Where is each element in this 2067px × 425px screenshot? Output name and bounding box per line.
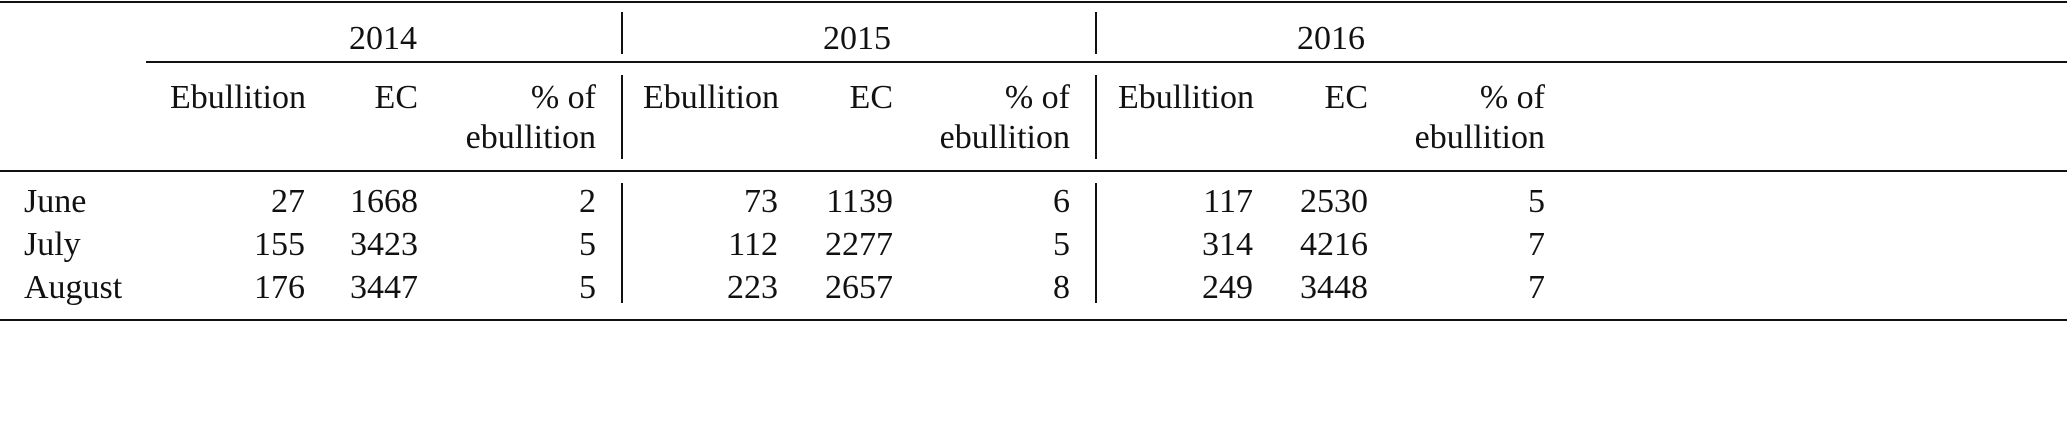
year-underline [146,61,2067,63]
ebullition-value: 155 [254,226,305,263]
pct-value: 5 [579,269,596,306]
header-ebullition: Ebullition [1118,79,1254,116]
ebullition-value: 223 [727,269,778,306]
year-header: 2015 [823,20,891,57]
header-ec: EC [374,79,418,116]
header-pct-of: % of [530,79,596,116]
header-pct-of: % of [1479,79,1545,116]
column-divider [621,183,623,303]
ec-value: 2277 [825,226,893,263]
month-label: August [24,269,123,306]
ebullition-value: 249 [1202,269,1253,306]
ebullition-value: 73 [744,183,778,220]
column-divider [1095,183,1097,303]
pct-value: 7 [1528,269,1545,306]
ec-value: 1139 [826,183,893,220]
ebullition-value: 314 [1202,226,1253,263]
ec-value: 3423 [350,226,418,263]
top-rule [0,1,2067,3]
year-header: 2016 [1297,20,1365,57]
ec-value: 2530 [1300,183,1368,220]
ec-value: 4216 [1300,226,1368,263]
ec-value: 3448 [1300,269,1368,306]
header-pct-ebullition: ebullition [939,119,1070,156]
pct-value: 6 [1053,183,1070,220]
column-divider [1095,12,1097,54]
header-ebullition: Ebullition [170,79,306,116]
ebullition-value: 117 [1203,183,1253,220]
month-label: June [24,183,87,220]
pct-value: 7 [1528,226,1545,263]
pct-value: 5 [1528,183,1545,220]
pct-value: 5 [579,226,596,263]
column-divider [621,75,623,159]
month-label: July [24,226,81,263]
ebullition-value: 112 [728,226,778,263]
header-ec: EC [1324,79,1368,116]
pct-value: 5 [1053,226,1070,263]
header-ebullition: Ebullition [643,79,779,116]
header-pct-of: % of [1004,79,1070,116]
header-rule [0,170,2067,172]
ebullition-value: 176 [254,269,305,306]
header-pct-ebullition: ebullition [465,119,596,156]
ec-value: 3447 [350,269,418,306]
header-ec: EC [849,79,893,116]
ebullition-value: 27 [271,183,305,220]
column-divider [621,12,623,54]
pct-value: 2 [579,183,596,220]
bottom-rule [0,319,2067,321]
header-pct-ebullition: ebullition [1414,119,1545,156]
ec-value: 2657 [825,269,893,306]
pct-value: 8 [1053,269,1070,306]
year-header: 2014 [349,20,417,57]
ec-value: 1668 [350,183,418,220]
column-divider [1095,75,1097,159]
